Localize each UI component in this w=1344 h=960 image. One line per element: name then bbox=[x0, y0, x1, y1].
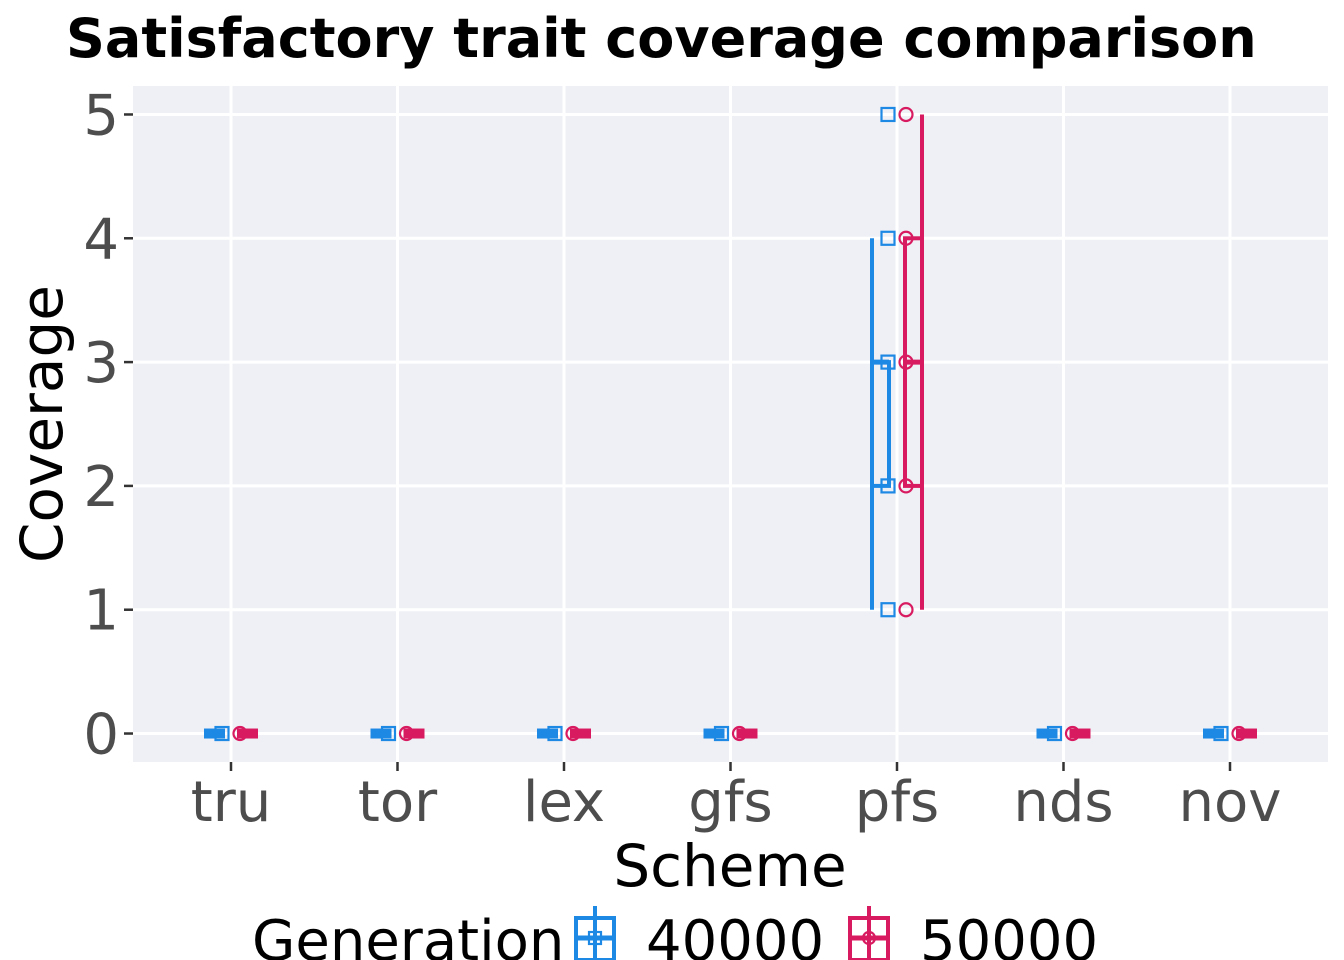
point-0 bbox=[1213, 725, 1229, 742]
x-axis-title: Scheme bbox=[613, 832, 846, 900]
x-tick-label-nov: nov bbox=[1179, 770, 1282, 835]
point-2 bbox=[898, 478, 914, 494]
point-3 bbox=[898, 354, 914, 370]
point-0 bbox=[547, 725, 563, 742]
legend-key-40000 bbox=[574, 906, 616, 960]
chart-title: Satisfactory trait coverage comparison bbox=[66, 7, 1257, 70]
point-0 bbox=[398, 725, 415, 742]
box-50000-nov bbox=[1231, 725, 1257, 742]
box-50000-nds bbox=[1064, 725, 1091, 742]
box-50000-gfs bbox=[731, 725, 758, 742]
box-40000-tru bbox=[204, 725, 230, 742]
y-tick-label-4: 4 bbox=[83, 207, 119, 272]
point-3 bbox=[880, 354, 896, 370]
legend-title: Generation bbox=[252, 909, 564, 960]
point-0 bbox=[232, 725, 248, 742]
x-tick-label-gfs: gfs bbox=[688, 770, 772, 835]
point-4 bbox=[898, 230, 914, 246]
point-0 bbox=[1231, 725, 1247, 742]
point-4 bbox=[880, 230, 896, 246]
point-5 bbox=[898, 106, 914, 123]
point-0 bbox=[731, 725, 748, 742]
point-0 bbox=[565, 725, 581, 742]
legend: Generation 40000 50000 bbox=[252, 906, 1098, 960]
box-50000-pfs bbox=[898, 106, 924, 618]
x-tick-label-lex: lex bbox=[523, 770, 605, 835]
box-40000-pfs bbox=[870, 106, 896, 618]
y-tick-label-3: 3 bbox=[83, 331, 119, 396]
point-0 bbox=[1046, 725, 1063, 742]
box-40000-gfs bbox=[703, 725, 730, 742]
y-tick-label-2: 2 bbox=[83, 455, 119, 520]
box-50000-tru bbox=[232, 725, 258, 742]
point-0 bbox=[1064, 725, 1081, 742]
y-tick-label-1: 1 bbox=[83, 579, 119, 644]
y-axis-title: Coverage bbox=[8, 285, 76, 563]
point-5 bbox=[880, 106, 896, 123]
box-50000-lex bbox=[565, 725, 591, 742]
legend-keys bbox=[574, 906, 890, 960]
gridlines bbox=[133, 86, 1328, 762]
x-axis-ticks: tru tor lex gfs pfs nds nov bbox=[191, 762, 1282, 835]
x-tick-label-nds: nds bbox=[1013, 770, 1113, 835]
box-40000-nov bbox=[1203, 725, 1229, 742]
x-tick-label-pfs: pfs bbox=[855, 770, 939, 835]
y-axis-ticks: 0 1 2 3 4 5 bbox=[83, 83, 133, 768]
point-0 bbox=[713, 725, 730, 742]
point-0 bbox=[380, 725, 397, 742]
point-0 bbox=[214, 725, 230, 742]
legend-label-40000: 40000 bbox=[646, 909, 824, 960]
point-1 bbox=[880, 602, 896, 618]
x-tick-label-tor: tor bbox=[358, 770, 438, 835]
box-marks bbox=[204, 106, 1257, 742]
point-1 bbox=[898, 602, 914, 618]
x-tick-label-tru: tru bbox=[191, 770, 271, 835]
box-40000-tor bbox=[370, 725, 397, 742]
point-2 bbox=[880, 478, 896, 494]
legend-key-marker bbox=[861, 930, 877, 946]
y-tick-label-0: 0 bbox=[83, 703, 119, 768]
box-50000-tor bbox=[398, 725, 425, 742]
y-tick-label-5: 5 bbox=[83, 83, 119, 148]
box-40000-nds bbox=[1036, 725, 1063, 742]
box-40000-lex bbox=[537, 725, 563, 742]
legend-key-50000 bbox=[848, 906, 890, 960]
legend-key-marker bbox=[587, 930, 603, 946]
legend-label-50000: 50000 bbox=[920, 909, 1098, 960]
